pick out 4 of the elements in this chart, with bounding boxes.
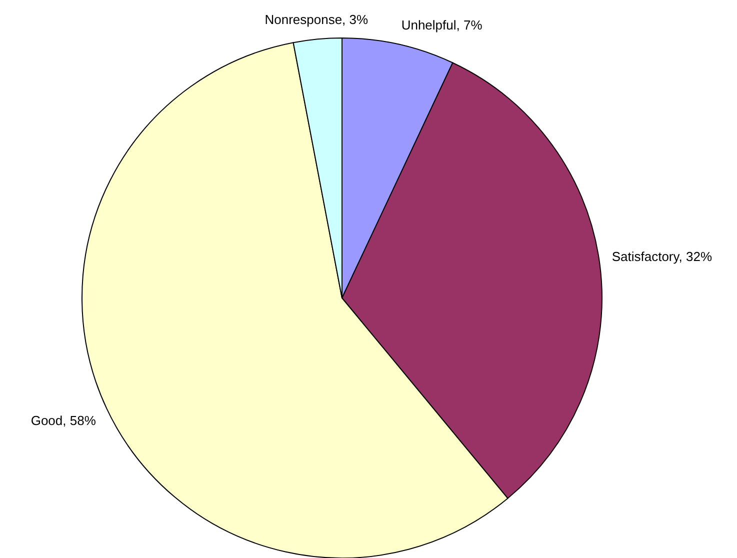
slice-label: Nonresponse, 3% — [264, 12, 369, 28]
slice-label: Good, 58% — [30, 412, 96, 428]
slice-label: Satisfactory, 32% — [612, 248, 712, 264]
slice-label: Unhelpful, 7% — [401, 18, 483, 33]
